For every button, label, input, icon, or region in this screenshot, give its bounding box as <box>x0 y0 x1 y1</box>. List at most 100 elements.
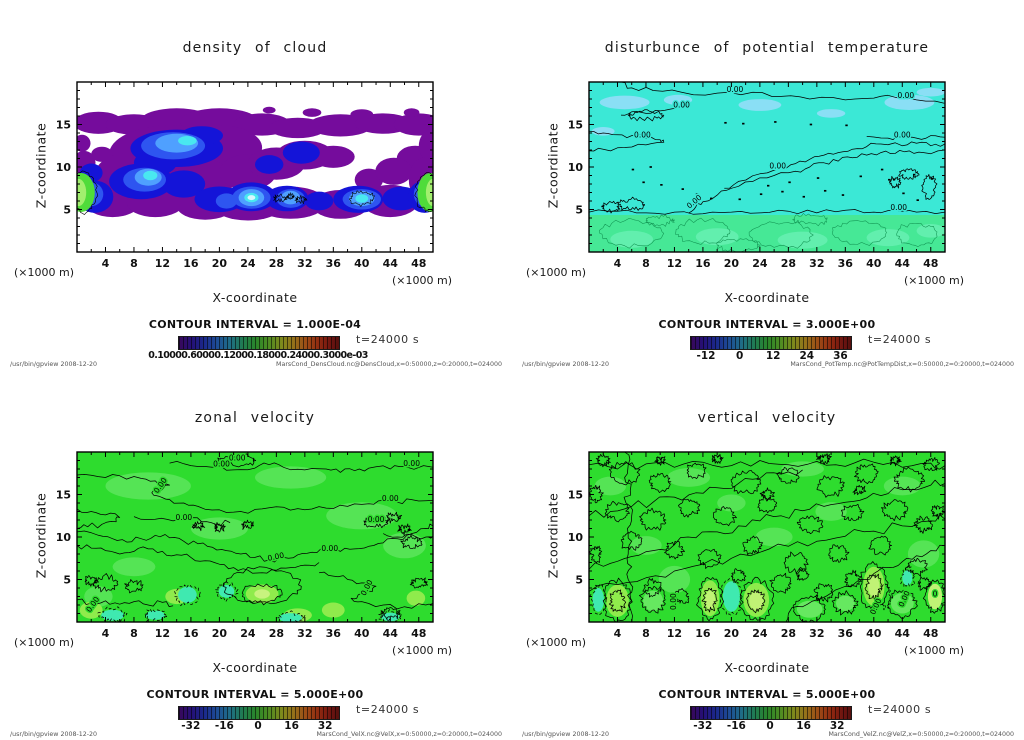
contour-interval-caption: CONTOUR INTERVAL = 3.000E+00 <box>658 318 876 331</box>
time-label: t=24000 s <box>356 703 420 716</box>
footer-command: /usr/bin/gpview 2008-12-20 <box>522 731 610 738</box>
svg-text:15: 15 <box>568 119 583 132</box>
x-axis-unit: (×1000 m) <box>391 644 452 657</box>
svg-text:24: 24 <box>752 257 768 270</box>
svg-text:40: 40 <box>354 257 370 270</box>
x-axis-label: X-coordinate <box>212 660 298 675</box>
svg-text:16: 16 <box>695 627 711 640</box>
svg-text:4: 4 <box>102 257 110 270</box>
colorbar-tick: -16 <box>214 720 234 732</box>
svg-text:12: 12 <box>667 627 682 640</box>
colorbar-tick: 24 <box>799 350 815 362</box>
colorbar-tick: 0 <box>735 350 744 362</box>
panel-title: density of cloud <box>182 40 328 56</box>
colorbar-cells <box>691 707 851 719</box>
colorbar-tick-labels: -32 -16 0 16 32 <box>690 720 850 734</box>
svg-text:0.00: 0.00 <box>669 593 678 610</box>
colorbar-cells <box>179 707 339 719</box>
svg-text:24: 24 <box>752 627 768 640</box>
svg-text:0.00: 0.00 <box>890 203 907 212</box>
colorbar-tick: 32 <box>829 720 845 732</box>
svg-text:40: 40 <box>354 627 370 640</box>
svg-text:5: 5 <box>63 204 71 217</box>
svg-text:0.00: 0.00 <box>382 494 399 503</box>
svg-text:4: 4 <box>102 627 110 640</box>
contour-interval-caption: CONTOUR INTERVAL = 1.000E-04 <box>148 318 362 331</box>
y-axis-unit: (×1000 m) <box>14 636 75 649</box>
colorbar-cells <box>179 337 339 349</box>
contour-interval-caption: CONTOUR INTERVAL = 5.000E+00 <box>146 688 364 701</box>
svg-text:32: 32 <box>297 627 312 640</box>
svg-text:44: 44 <box>895 627 911 640</box>
svg-text:10: 10 <box>568 531 584 544</box>
footer-dataset: MarsCond_PotTemp.nc@PotTempDist,x=0:5000… <box>790 361 1014 368</box>
time-label: t=24000 s <box>868 333 932 346</box>
y-axis-unit: (×1000 m) <box>526 266 587 279</box>
panel-title: disturbunce of potential temperature <box>604 40 930 56</box>
colorbar <box>690 336 852 350</box>
svg-text:32: 32 <box>809 257 824 270</box>
colorbar-tick: 12 <box>765 350 781 362</box>
svg-text:28: 28 <box>781 257 796 270</box>
colorbar-tick-labels: -32 -16 0 16 32 <box>178 720 338 734</box>
x-axis-unit: (×1000 m) <box>903 644 964 657</box>
colorbar-tick: 32 <box>317 720 333 732</box>
svg-text:36: 36 <box>838 627 854 640</box>
svg-text:0.00: 0.00 <box>727 85 744 94</box>
svg-text:32: 32 <box>297 257 312 270</box>
svg-text:10: 10 <box>56 161 72 174</box>
colorbar-tick-labels: -12 0 12 24 36 <box>690 350 850 364</box>
svg-text:5: 5 <box>63 574 71 587</box>
svg-text:0.00: 0.00 <box>403 459 420 468</box>
contour-interval-caption: CONTOUR INTERVAL = 5.000E+00 <box>658 688 876 701</box>
panel-potential-temperature: disturbunce of potential temperature Z-c… <box>512 0 1024 370</box>
svg-text:8: 8 <box>642 627 650 640</box>
svg-text:0.00: 0.00 <box>213 459 230 468</box>
svg-text:48: 48 <box>411 257 426 270</box>
svg-text:5: 5 <box>575 574 583 587</box>
svg-text:44: 44 <box>383 257 399 270</box>
svg-text:0.00: 0.00 <box>894 130 911 139</box>
panel-title: vertical velocity <box>697 410 837 426</box>
svg-text:24: 24 <box>240 627 256 640</box>
time-label: t=24000 s <box>868 703 932 716</box>
svg-text:4: 4 <box>614 627 622 640</box>
svg-text:48: 48 <box>923 257 938 270</box>
panel-density-of-cloud: density of cloud Z-coordinate 4 8 12 16 20 24… <box>0 0 512 370</box>
time-label: t=24000 s <box>356 333 420 346</box>
y-axis-unit: (×1000 m) <box>14 266 75 279</box>
svg-text:0.00: 0.00 <box>897 91 914 100</box>
colorbar-tick: -12 <box>696 350 716 362</box>
svg-text:48: 48 <box>923 627 938 640</box>
footer-dataset: MarsCond_VelZ.nc@VelZ,x=0:50000,z=0:2000… <box>828 731 1015 738</box>
footer-dataset: MarsCond_VelX.nc@VelX,x=0:50000,z=0:2000… <box>316 731 503 738</box>
colorbar-tick: 16 <box>284 720 299 732</box>
colorbar-tick: 0 <box>254 720 262 732</box>
colorbar-tick-labels: 0.10000.60000.12000.18000.24000.3000e-03 <box>148 350 368 364</box>
svg-text:36: 36 <box>326 627 342 640</box>
svg-text:10: 10 <box>56 531 72 544</box>
colorbar <box>690 706 852 720</box>
panel-title: zonal velocity <box>194 410 316 426</box>
svg-text:5: 5 <box>575 204 583 217</box>
colorbar-cells <box>691 337 851 349</box>
panel-zonal-velocity: zonal velocity Z-coordinate 0.00 0.00 0.00… <box>0 370 512 740</box>
svg-text:44: 44 <box>383 627 399 640</box>
svg-text:8: 8 <box>130 257 138 270</box>
svg-text:20: 20 <box>724 257 740 270</box>
x-axis-unit: (×1000 m) <box>391 274 452 287</box>
svg-text:0.00: 0.00 <box>634 130 651 139</box>
svg-text:0.00: 0.00 <box>229 454 246 463</box>
svg-text:4: 4 <box>614 257 622 270</box>
colorbar-tick: -32 <box>693 720 713 732</box>
svg-text:15: 15 <box>56 489 71 502</box>
svg-text:0.00: 0.00 <box>368 515 385 524</box>
svg-text:8: 8 <box>642 257 650 270</box>
svg-text:28: 28 <box>269 257 284 270</box>
svg-text:12: 12 <box>155 257 170 270</box>
colorbar-overlapping-labels: 0.10000.60000.12000.18000.24000.3000e-03 <box>148 350 368 361</box>
panel-vertical-velocity: vertical velocity Z-coordinate 0.00 0.00 0… <box>512 370 1024 740</box>
x-axis-label: X-coordinate <box>724 660 810 675</box>
svg-text:24: 24 <box>240 257 256 270</box>
